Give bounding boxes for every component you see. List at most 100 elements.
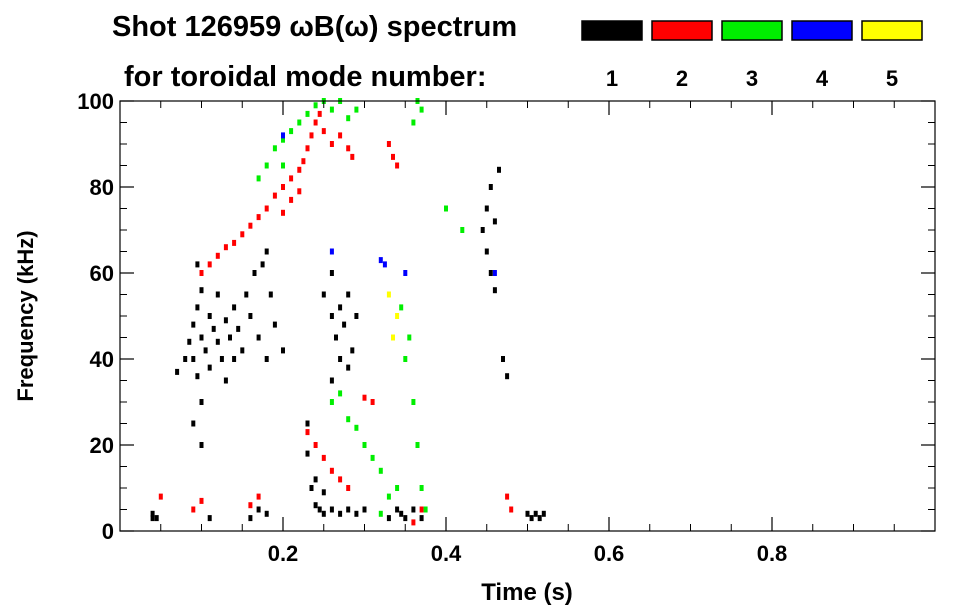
data-point-mode-3 (354, 424, 359, 431)
data-point-mode-1 (268, 291, 273, 298)
data-point-mode-2 (289, 196, 294, 203)
data-point-mode-1 (305, 450, 310, 457)
data-point-mode-1 (252, 270, 257, 276)
data-point-mode-1 (321, 510, 326, 517)
data-point-mode-2 (329, 141, 334, 147)
data-point-mode-1 (195, 304, 200, 311)
data-point-mode-2 (289, 175, 294, 182)
data-point-mode-1 (346, 506, 351, 513)
data-point-mode-3 (281, 162, 285, 169)
data-point-mode-3 (289, 128, 294, 135)
chart-title: Shot 126959 ωB(ω) spectrum (112, 11, 517, 43)
data-point-mode-1 (338, 356, 343, 362)
data-point-mode-3 (444, 205, 448, 212)
data-point-mode-2 (199, 497, 204, 504)
y-axis-label: Frequency (kHz) (13, 230, 38, 401)
x-tick-label: 0.6 (594, 541, 625, 566)
data-point-mode-4 (329, 248, 334, 255)
data-point-mode-3 (419, 106, 424, 113)
data-point-mode-2 (248, 502, 253, 509)
data-point-mode-2 (321, 454, 326, 461)
data-point-mode-1 (525, 510, 530, 517)
data-point-mode-3 (338, 390, 343, 397)
data-point-mode-1 (411, 506, 416, 513)
data-point-mode-2 (281, 209, 285, 216)
data-point-mode-5 (395, 313, 400, 319)
data-point-mode-3 (411, 399, 416, 405)
data-point-mode-2 (509, 506, 514, 513)
data-point-mode-3 (264, 162, 269, 169)
data-point-mode-1 (492, 287, 497, 294)
data-point-mode-1 (338, 510, 343, 517)
data-point-mode-1 (497, 166, 501, 173)
data-point-mode-2 (395, 162, 400, 169)
data-point-mode-1 (207, 313, 212, 319)
data-point-mode-4 (403, 270, 408, 276)
data-point-mode-3 (411, 119, 416, 126)
data-point-mode-1 (541, 510, 546, 517)
data-point-mode-1 (305, 420, 310, 427)
data-point-mode-2 (256, 493, 261, 500)
data-point-mode-1 (256, 334, 261, 341)
data-point-mode-1 (215, 338, 220, 345)
data-point-mode-2 (158, 493, 163, 500)
data-point-mode-2 (411, 519, 416, 526)
data-point-mode-5 (391, 334, 395, 341)
data-point-mode-3 (329, 399, 334, 405)
data-point-mode-1 (232, 304, 237, 311)
data-point-mode-1 (195, 373, 200, 380)
x-axis-label: Time (s) (481, 579, 573, 606)
data-point-mode-3 (370, 454, 375, 461)
data-point-mode-2 (199, 270, 204, 276)
data-point-mode-1 (228, 334, 232, 341)
data-point-mode-2 (346, 485, 351, 491)
data-point-mode-1 (199, 334, 204, 341)
data-point-mode-1 (529, 515, 534, 522)
data-point-mode-2 (313, 119, 318, 126)
data-point-mode-1 (260, 261, 265, 268)
data-point-mode-3 (419, 485, 424, 491)
data-point-mode-1 (264, 248, 269, 255)
data-point-mode-1 (334, 334, 338, 341)
data-point-mode-3 (378, 510, 383, 517)
data-point-mode-1 (533, 510, 538, 517)
data-point-mode-2 (215, 252, 220, 259)
data-point-mode-3 (399, 304, 404, 311)
data-point-mode-2 (301, 158, 306, 165)
data-point-mode-2 (240, 231, 245, 238)
data-point-mode-1 (150, 515, 155, 522)
data-point-mode-1 (248, 313, 253, 319)
data-point-mode-2 (264, 205, 269, 212)
data-point-mode-1 (321, 291, 326, 298)
data-point-mode-1 (244, 291, 249, 298)
legend-swatch-mode-4 (791, 20, 853, 41)
data-point-mode-1 (313, 476, 318, 483)
chart-subtitle: for toroidal mode number: (124, 61, 487, 93)
data-point-mode-1 (395, 506, 400, 513)
y-tick-label: 40 (90, 347, 114, 372)
data-point-mode-2 (223, 244, 228, 251)
data-point-mode-5 (386, 291, 391, 298)
data-point-mode-1 (480, 227, 485, 233)
data-point-mode-2 (370, 399, 375, 405)
data-point-mode-1 (419, 515, 424, 522)
data-point-mode-2 (248, 222, 253, 229)
data-point-mode-1 (187, 338, 192, 345)
data-point-mode-1 (207, 364, 212, 371)
data-point-mode-1 (350, 347, 355, 354)
data-point-mode-1 (354, 313, 359, 319)
data-point-mode-1 (264, 356, 269, 362)
data-point-mode-1 (399, 510, 404, 517)
data-point-mode-3 (305, 110, 310, 117)
data-point-mode-1 (223, 377, 228, 384)
x-tick-label: 0.4 (431, 541, 462, 566)
data-point-mode-2 (321, 128, 326, 135)
data-point-mode-1 (256, 506, 261, 513)
data-point-mode-1 (329, 270, 334, 276)
data-point-mode-3 (415, 442, 420, 448)
data-point-mode-1 (488, 270, 493, 276)
y-tick-label: 60 (90, 261, 114, 286)
data-point-mode-3 (281, 136, 285, 143)
legend-swatch-mode-1 (581, 20, 643, 41)
